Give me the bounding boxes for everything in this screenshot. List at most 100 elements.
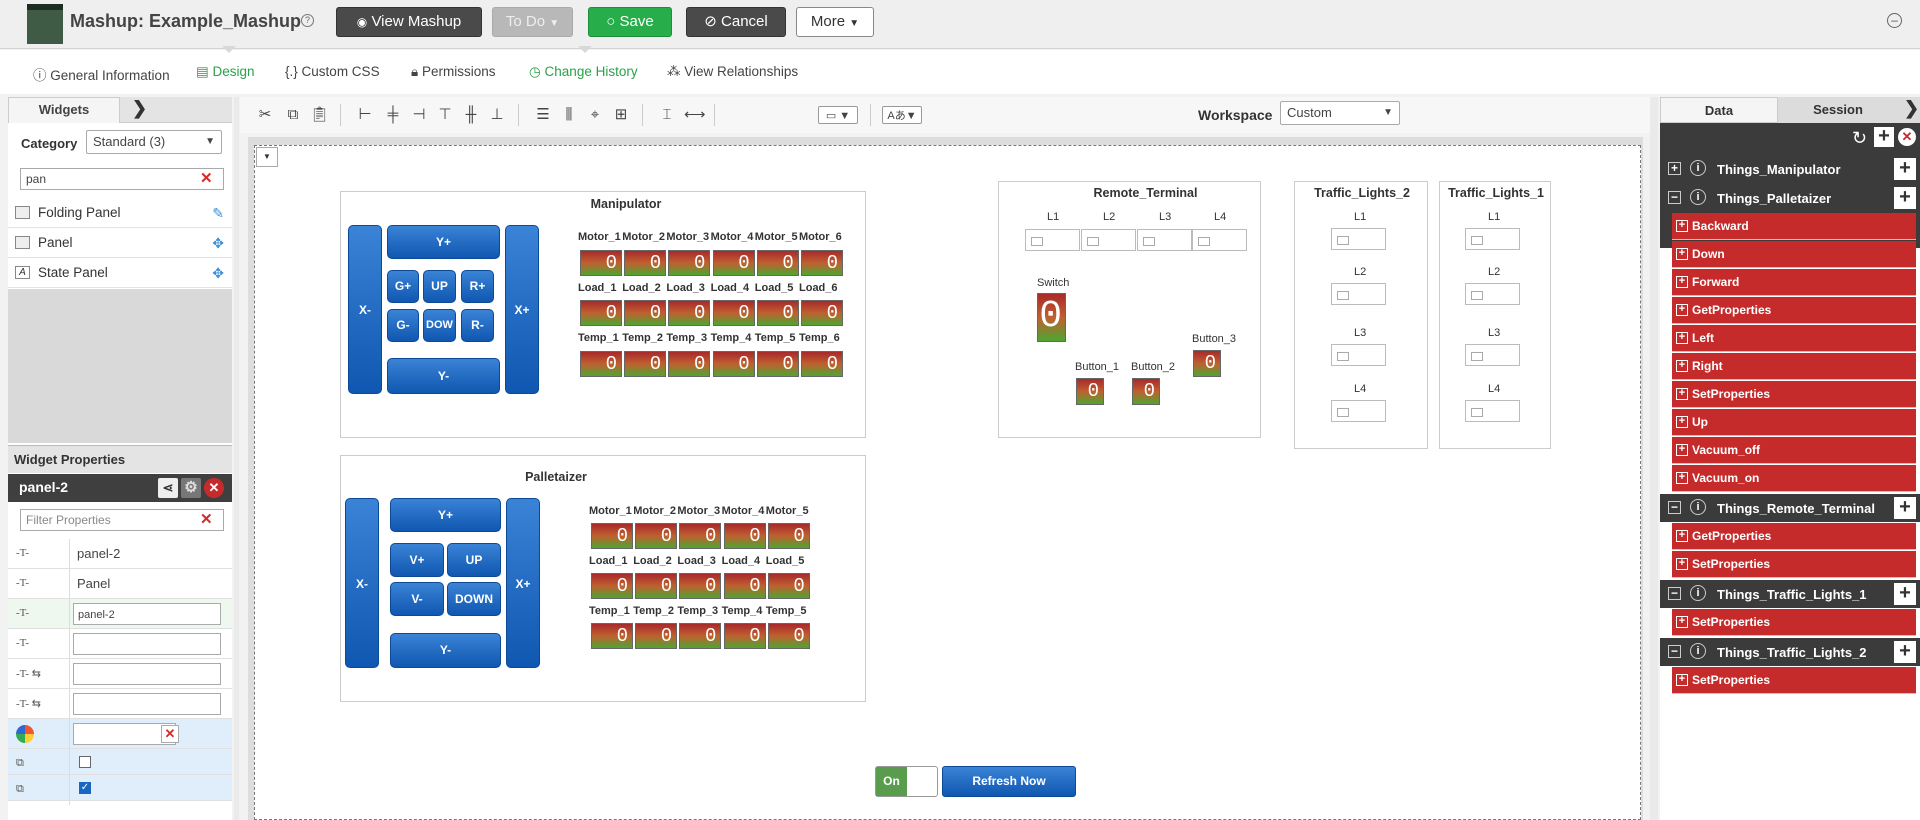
manipulator-r-minus-button[interactable]: R- [461,309,494,342]
info-icon[interactable]: i [1690,585,1706,601]
same-height-icon[interactable]: ⌶ [662,106,672,123]
manipulator-x-plus-button[interactable]: X+ [505,225,539,394]
tab-custom-css[interactable]: {.} Custom CSS [285,64,380,79]
manipulator-up-button[interactable]: UP [423,270,456,303]
info-icon[interactable]: i [1690,643,1706,659]
refresh-now-button[interactable]: Refresh Now [942,766,1076,797]
manipulator-y-minus-button[interactable]: Y- [387,358,500,394]
palletaizer-x-minus-button[interactable]: X- [345,498,379,668]
tl1-input[interactable] [1465,228,1520,250]
button1-led[interactable]: 0 [1076,378,1104,405]
add-icon[interactable]: + [1874,126,1894,147]
canvas-menu-icon[interactable]: ▼ [256,147,278,167]
palletaizer-v-minus-button[interactable]: V- [390,582,444,616]
collapse-icon[interactable]: − [1668,645,1681,658]
service-item[interactable]: + Down [1672,241,1916,268]
tl2-input[interactable] [1331,344,1386,366]
align-right-icon[interactable]: ⊣ [412,106,426,123]
widget-item-state-panel[interactable]: A State Panel ✥ [8,258,232,288]
localize-dropdown[interactable]: Aあ▼ [882,106,922,124]
fit-icon[interactable]: ⊞ [614,106,628,123]
remove-icon[interactable]: ✕ [1898,128,1916,146]
tab-change-history[interactable]: ◷ Change History [529,64,638,79]
clear-filter-icon[interactable]: ✕ [200,511,213,528]
expand-arrow-icon[interactable]: ❯ [132,98,148,118]
tl2-input[interactable] [1331,228,1386,250]
service-item[interactable]: + SetProperties [1672,381,1916,408]
manipulator-down-button[interactable]: DOW [423,309,456,342]
service-item[interactable]: + Up [1672,409,1916,436]
thing-row[interactable]: + i Things_Manipulator + [1660,155,1920,183]
collapse-pane-icon[interactable]: ❯ [1904,98,1920,118]
palletaizer-v-plus-button[interactable]: V+ [390,543,444,577]
service-item[interactable]: + Backward [1672,213,1916,240]
service-item[interactable]: + SetProperties [1672,551,1916,578]
button3-led[interactable]: 0 [1193,350,1221,377]
tl1-input[interactable] [1465,283,1520,305]
collapse-icon[interactable]: − [1668,191,1681,204]
add-icon[interactable]: + [1894,583,1916,605]
category-select[interactable]: Standard (3) ▼ [86,130,222,154]
tab-widgets[interactable]: Widgets [8,97,120,123]
rt-l1-input[interactable] [1025,229,1080,251]
widget-item-folding-panel[interactable]: Folding Panel ✎ [8,198,232,228]
tab-view-relationships[interactable]: ⁂ View Relationships [667,64,799,79]
checkbox-unchecked[interactable] [79,756,91,768]
tl2-input[interactable] [1331,400,1386,422]
service-item[interactable]: + SetProperties [1672,609,1916,636]
layout-dropdown[interactable]: ▭ ▼ [818,106,858,124]
manipulator-g-plus-button[interactable]: G+ [387,270,419,303]
collapse-icon[interactable]: − [1668,587,1681,600]
delete-icon[interactable]: ✕ [204,478,224,498]
manipulator-x-minus-button[interactable]: X- [348,225,382,394]
service-item[interactable]: + Vacuum_off [1672,437,1916,464]
manipulator-r-plus-button[interactable]: R+ [461,270,494,303]
distribute-horizontal-icon[interactable]: ⫼ [565,106,573,123]
info-icon[interactable]: i [1690,189,1706,205]
workspace-select[interactable]: Custom ▼ [1280,101,1400,125]
tab-design[interactable]: ▤ Design [196,64,255,79]
info-icon[interactable]: i [1690,499,1706,515]
rt-l4-input[interactable] [1192,229,1247,251]
service-item[interactable]: + SetProperties [1672,667,1916,694]
expand-icon[interactable]: + [1668,162,1681,175]
palletaizer-down-button[interactable]: DOWN [447,582,501,616]
collapse-icon[interactable]: − [1668,501,1681,514]
rt-l3-input[interactable] [1137,229,1192,251]
copy-icon[interactable]: ⧉ [287,106,299,123]
refresh-icon[interactable]: ↻ [1852,128,1868,148]
align-bottom-icon[interactable]: ⊥ [490,106,504,123]
palletaizer-y-minus-button[interactable]: Y- [390,633,501,668]
checkbox-checked[interactable]: ✓ [79,782,91,794]
palletaizer-up-button[interactable]: UP [447,543,501,577]
collapse-icon[interactable]: – [1887,13,1902,28]
tab-general-information[interactable]: ⓘ General Information [33,68,170,83]
rt-l2-input[interactable] [1081,229,1136,251]
service-item[interactable]: + Left [1672,325,1916,352]
add-icon[interactable]: + [1894,158,1916,180]
save-button[interactable]: ○ Save [588,7,672,37]
tab-data[interactable]: Data [1660,97,1778,123]
widget-item-panel[interactable]: Panel ✥ [8,228,232,258]
thing-row[interactable]: − i Things_Traffic_Lights_2 + [1660,638,1920,666]
gear-icon[interactable]: ⚙ [181,478,201,498]
left-splitter[interactable] [234,97,239,820]
service-item[interactable]: + Forward [1672,269,1916,296]
filter-properties-input[interactable]: Filter Properties [20,509,224,531]
cancel-button[interactable]: ⊘ Cancel [686,7,786,37]
service-item[interactable]: + Vacuum_on [1672,465,1916,492]
distribute-vertical-icon[interactable]: ☰ [536,106,550,123]
todo-button[interactable]: To Do ▼ [492,7,573,37]
palletaizer-y-plus-button[interactable]: Y+ [390,498,501,532]
align-left-icon[interactable]: ⊢ [358,106,372,123]
align-center-icon[interactable]: ╪ [387,106,399,123]
align-top-icon[interactable]: ⊤ [438,106,452,123]
tab-session[interactable]: Session [1813,102,1863,117]
service-item[interactable]: + Right [1672,353,1916,380]
add-icon[interactable]: + [1894,641,1916,663]
share-icon[interactable]: ⋖ [158,478,178,498]
thing-row[interactable]: − i Things_Palletaizer + [1660,184,1920,212]
service-item[interactable]: + GetProperties [1672,523,1916,550]
add-icon[interactable]: + [1894,497,1916,519]
tl1-input[interactable] [1465,400,1520,422]
